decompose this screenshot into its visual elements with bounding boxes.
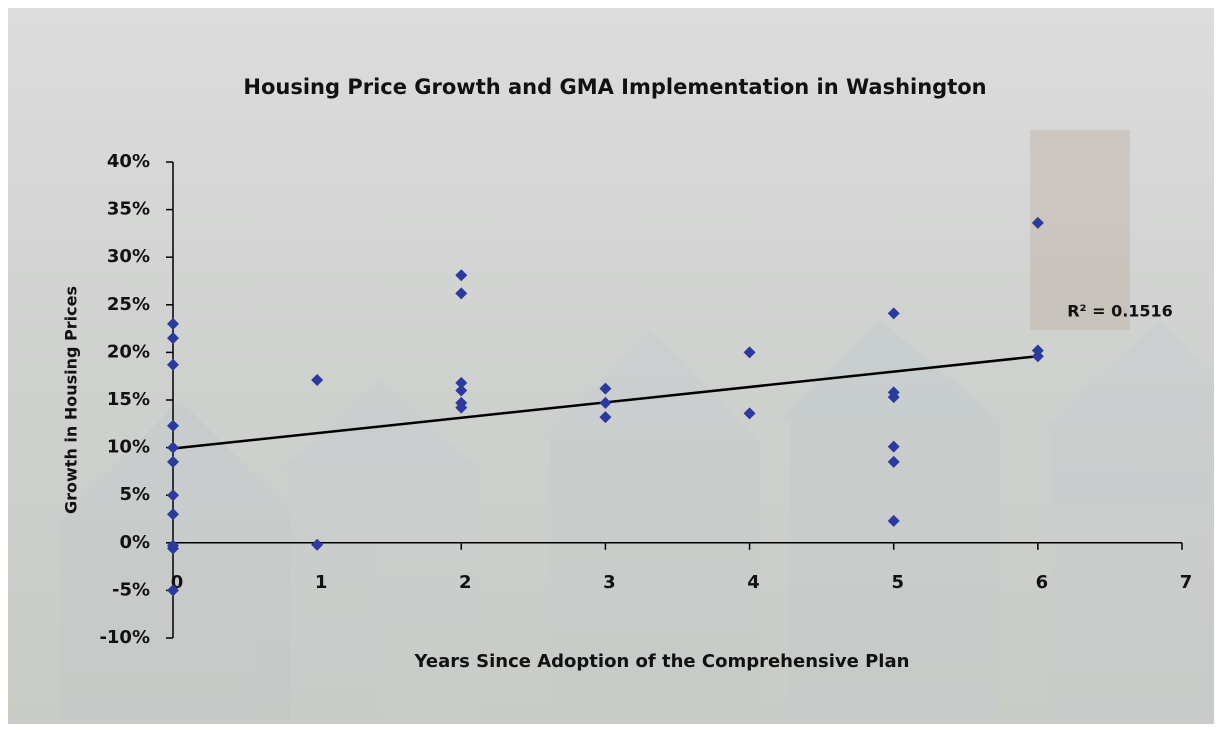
x-tick-label: 3 xyxy=(603,572,616,593)
y-tick-label: 40% xyxy=(107,151,150,172)
x-tick-label: 7 xyxy=(1180,572,1193,593)
x-tick-label: 1 xyxy=(315,572,328,593)
x-axis-title: Years Since Adoption of the Comprehensiv… xyxy=(414,651,910,672)
y-tick-label: 15% xyxy=(107,389,150,410)
y-tick-label: 20% xyxy=(107,341,150,362)
y-tick-label: 25% xyxy=(107,294,150,315)
chart: Housing Price Growth and GMA Implementat… xyxy=(0,0,1222,732)
r-squared-annotation: R² = 0.1516 xyxy=(1067,302,1173,321)
y-tick-label: 35% xyxy=(107,199,150,220)
y-tick-label: 10% xyxy=(107,437,150,458)
chart-title: Housing Price Growth and GMA Implementat… xyxy=(243,75,986,99)
y-tick-label: -10% xyxy=(99,627,150,648)
y-tick-label: 5% xyxy=(119,484,150,505)
y-axis-title: Growth in Housing Prices xyxy=(62,286,81,514)
y-tick-label: -5% xyxy=(112,579,150,600)
x-tick-label: 5 xyxy=(891,572,904,593)
x-tick-label: 6 xyxy=(1036,572,1049,593)
x-tick-label: 2 xyxy=(459,572,472,593)
x-tick-label: 4 xyxy=(747,572,760,593)
y-tick-label: 30% xyxy=(107,246,150,267)
y-tick-label: 0% xyxy=(119,532,150,553)
